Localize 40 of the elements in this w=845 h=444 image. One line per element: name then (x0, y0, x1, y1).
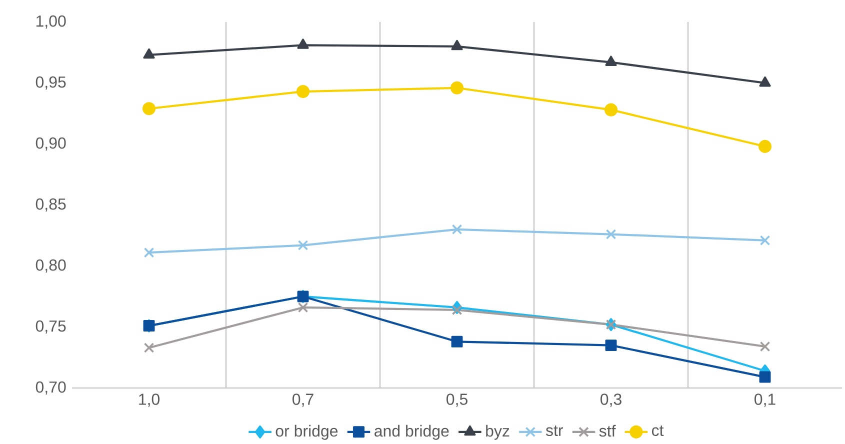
x-tick-label: 1,0 (139, 394, 160, 407)
point (605, 56, 617, 66)
point (451, 40, 463, 50)
y-tick-label: 0,85 (36, 198, 66, 212)
x-tick-label: 0,5 (446, 394, 468, 407)
legend-label: stf (599, 424, 616, 437)
legend-label: byz (486, 424, 510, 440)
point (298, 302, 308, 313)
point (452, 304, 462, 316)
point (144, 342, 154, 353)
point (758, 140, 772, 153)
y-tick-label: 0,95 (36, 76, 66, 90)
point (760, 235, 770, 246)
point (604, 103, 618, 116)
x-tick-label: 0,7 (292, 394, 314, 407)
point (450, 81, 464, 94)
point (759, 76, 771, 87)
point (760, 341, 770, 352)
point (759, 371, 771, 383)
y-tick-label: 1,00 (36, 15, 66, 29)
legend-label: or bridge (276, 424, 338, 440)
point (606, 229, 616, 240)
point (144, 247, 154, 258)
legend-label: str (546, 426, 564, 436)
legend-label: ct (652, 426, 664, 436)
point (143, 48, 155, 59)
point (452, 224, 462, 235)
y-tick-label: 0,80 (36, 259, 66, 273)
x-tick-label: 0,1 (754, 394, 776, 407)
point (296, 85, 310, 98)
legend-label: and bridge (374, 424, 449, 440)
y-tick-label: 0,90 (36, 137, 66, 151)
point (142, 102, 156, 116)
point (605, 340, 617, 352)
x-tick-label: 0,3 (600, 394, 622, 407)
point (297, 38, 309, 49)
y-tick-label: 0,75 (36, 320, 66, 334)
point (298, 240, 308, 250)
y-tick-label: 0,70 (36, 381, 66, 395)
point (451, 336, 463, 348)
